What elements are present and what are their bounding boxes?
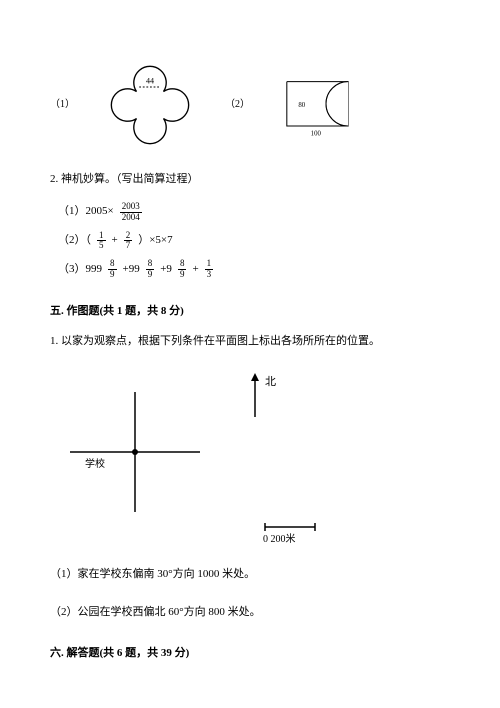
coordinate-diagram: 北 学校 0 200米 bbox=[50, 367, 450, 547]
item3-frac3: 8 9 bbox=[178, 259, 187, 280]
section5-sub1: （1）家在学校东偏南 30°方向 1000 米处。 bbox=[50, 565, 450, 585]
problem2-item1: （1）2005× 2003 2004 bbox=[58, 202, 450, 223]
frac-den: 9 bbox=[146, 270, 155, 280]
problem2-title: 2. 神机妙算。（写出简算过程） bbox=[50, 170, 450, 190]
item2-frac1: 1 5 bbox=[97, 231, 106, 252]
problem2-item2: （2）（ 1 5 + 2 7 ）×5×7 bbox=[58, 231, 450, 252]
frac-den: 9 bbox=[108, 270, 117, 280]
section5-question: 1. 以家为观察点，根据下列条件在平面图上标出各场所所在的位置。 bbox=[50, 332, 450, 352]
item3-p4: + bbox=[192, 260, 198, 280]
item3-p2: +99 bbox=[123, 260, 140, 280]
fig1-label: （1） bbox=[50, 96, 75, 114]
item3-frac2: 8 9 bbox=[146, 259, 155, 280]
section5-sub2: （2）公园在学校西偏北 60°方向 800 米处。 bbox=[50, 603, 450, 623]
frac-den: 2004 bbox=[120, 213, 142, 223]
item1-prefix: （1）2005× bbox=[58, 202, 114, 222]
school-label-text: 学校 bbox=[85, 457, 105, 470]
item3-p3: +9 bbox=[160, 260, 172, 280]
fig2-height-text: 80 bbox=[298, 101, 305, 108]
item3-frac1: 8 9 bbox=[108, 259, 117, 280]
item3-frac4: 1 3 bbox=[205, 259, 214, 280]
frac-den: 9 bbox=[178, 270, 187, 280]
section5-heading: 五. 作图题(共 1 题，共 8 分) bbox=[50, 302, 450, 322]
item1-fraction: 2003 2004 bbox=[120, 202, 142, 223]
figure-row: （1） 44 （2） 80 100 bbox=[50, 60, 450, 150]
item2-suffix: ）×5×7 bbox=[138, 231, 172, 251]
problem2-item3: （3）999 8 9 +99 8 9 +9 8 9 + 1 3 bbox=[58, 259, 450, 280]
figure-2-rectangle: 80 100 bbox=[280, 68, 355, 143]
frac-den: 3 bbox=[205, 270, 214, 280]
scale-label-text: 0 200米 bbox=[263, 532, 296, 545]
item2-plus: + bbox=[112, 231, 118, 251]
item3-prefix: （3）999 bbox=[58, 260, 102, 280]
frac-den: 5 bbox=[97, 241, 106, 251]
north-label-text: 北 bbox=[265, 375, 276, 388]
item2-prefix: （2）（ bbox=[58, 231, 91, 251]
item2-frac2: 2 7 bbox=[124, 231, 133, 252]
fig2-label: （2） bbox=[225, 96, 250, 114]
frac-den: 7 bbox=[124, 241, 133, 251]
fig1-value-text: 44 bbox=[146, 76, 154, 85]
fig2-width-text: 100 bbox=[311, 130, 322, 137]
figure-1-quatrefoil: 44 bbox=[105, 60, 195, 150]
section6-heading: 六. 解答题(共 6 题，共 39 分) bbox=[50, 644, 450, 664]
